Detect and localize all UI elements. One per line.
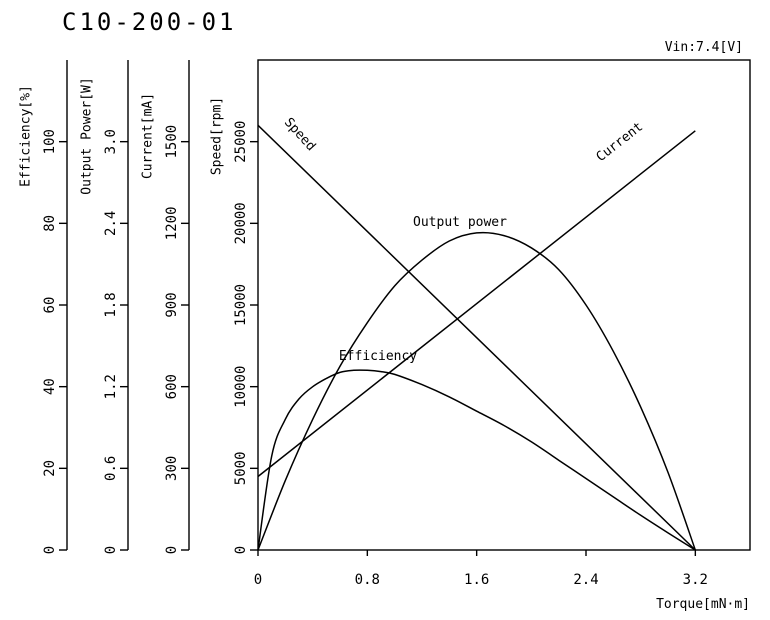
output_power-tick-label: 1.2: [103, 374, 119, 399]
series-labels-layer: Speed Current Output power Efficiency: [281, 115, 646, 364]
current-tick-label: 900: [164, 292, 180, 317]
x-tick-label: 0: [254, 572, 262, 588]
output-power-series-label: Output power: [413, 215, 507, 230]
current-tick-label: 1200: [164, 206, 180, 240]
output_power-tick-label: 2.4: [103, 211, 119, 236]
speed-tick-label: 20000: [233, 202, 249, 244]
current-tick-label: 0: [164, 546, 180, 554]
output_power-tick-label: 3.0: [103, 129, 119, 154]
series-layer: [257, 124, 697, 551]
speed-tick-label: 10000: [233, 366, 249, 408]
current-axis-label: Current[mA]: [141, 93, 156, 179]
efficiency-series-line: [257, 369, 696, 551]
efficiency-tick-label: 0: [42, 546, 58, 554]
x-axis-label: Torque[mN·m]: [656, 597, 750, 612]
speed-series-line: [257, 124, 696, 551]
output_power-tick-label: 0.6: [103, 456, 119, 481]
efficiency-axis-label: Efficiency[%]: [19, 85, 34, 187]
efficiency-tick-label: 100: [42, 129, 58, 154]
speed-series-label: Speed: [281, 115, 318, 154]
x-tick-label: 0.8: [355, 572, 380, 588]
chart-subtitle: Vin:7.4[V]: [665, 40, 743, 55]
output_power-tick-label: 1.8: [103, 292, 119, 317]
current-tick-label: 600: [164, 374, 180, 399]
output_power-axis-label: Output Power[W]: [80, 77, 95, 194]
current-series-label: Current: [594, 119, 646, 165]
efficiency-tick-label: 40: [42, 378, 58, 395]
axes-layer: 0 0.8 1.6 2.4 3.2 0 20 40 60 80 100 Efficiency[%] 0 0…: [19, 60, 708, 588]
speed-tick-label: 15000: [233, 284, 249, 326]
x-tick-label: 1.6: [464, 572, 489, 588]
x-tick-label: 3.2: [683, 572, 708, 588]
x-tick-label: 2.4: [573, 572, 598, 588]
output-power-series-line: [257, 231, 697, 551]
efficiency-tick-label: 80: [42, 215, 58, 232]
output_power-tick-label: 0: [103, 546, 119, 554]
current-tick-label: 300: [164, 456, 180, 481]
efficiency-series-label: Efficiency: [339, 349, 417, 364]
efficiency-tick-label: 60: [42, 297, 58, 314]
speed-tick-label: 5000: [233, 451, 249, 485]
speed-tick-label: 0: [233, 546, 249, 554]
speed-axis-label: Speed[rpm]: [210, 97, 225, 175]
speed-tick-label: 25000: [233, 121, 249, 163]
efficiency-tick-label: 20: [42, 460, 58, 477]
chart-title: C10-200-01: [62, 8, 237, 36]
current-series-line: [257, 130, 696, 478]
current-tick-label: 1500: [164, 125, 180, 159]
plot-frame: [257, 59, 751, 551]
